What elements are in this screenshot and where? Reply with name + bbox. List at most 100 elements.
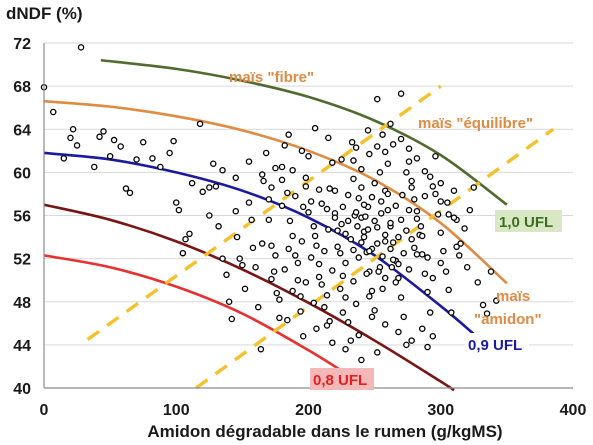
data-point [294, 276, 302, 284]
x-tick-400: 400 [560, 402, 587, 419]
data-point [450, 187, 458, 194]
data-point [336, 285, 344, 293]
data-point [272, 164, 279, 172]
data-point [421, 192, 429, 200]
data-point [254, 303, 262, 311]
x-tick-100: 100 [163, 402, 190, 419]
label-bg-0-9-ufl [465, 333, 529, 355]
data-point [444, 199, 451, 206]
y-tick-60: 60 [13, 165, 31, 182]
data-point [278, 176, 286, 184]
data-point [297, 308, 304, 315]
data-point [347, 337, 355, 344]
data-point [387, 120, 394, 128]
data-point [453, 243, 460, 251]
data-point [342, 259, 349, 267]
data-point [310, 223, 318, 230]
data-point [424, 254, 431, 261]
data-point [258, 171, 266, 178]
data-point [299, 332, 307, 340]
data-point [270, 268, 278, 275]
data-point [405, 266, 413, 273]
data-point [241, 285, 249, 293]
data-point [347, 235, 355, 243]
ufl-curves [43, 58, 508, 392]
data-point [315, 273, 323, 281]
data-point [388, 263, 396, 271]
data-point [474, 279, 482, 286]
data-point [315, 186, 323, 193]
data-point [350, 278, 357, 285]
data-point [344, 318, 352, 326]
data-point [245, 158, 253, 165]
data-point [381, 231, 389, 239]
data-point [106, 152, 114, 160]
data-point [260, 177, 267, 185]
data-point [166, 149, 173, 157]
data-point [366, 293, 373, 300]
data-point [331, 214, 339, 221]
data-point [434, 211, 442, 218]
label-mais-amidon-line2: "amidon" [474, 311, 542, 328]
data-point [60, 155, 68, 162]
data-point [313, 242, 320, 249]
data-point [397, 135, 405, 143]
data-point [413, 155, 421, 162]
data-point [381, 238, 389, 245]
data-point [342, 345, 349, 353]
data-point [302, 279, 310, 286]
data-point [374, 349, 381, 356]
data-point [96, 133, 103, 141]
data-point [437, 198, 444, 205]
data-point [399, 191, 406, 199]
data-point [299, 203, 307, 211]
data-point [73, 142, 81, 149]
data-point [344, 191, 352, 199]
data-point [364, 226, 372, 233]
data-point [374, 224, 381, 231]
data-point [437, 179, 444, 187]
data-point [379, 285, 386, 293]
data-point [413, 207, 421, 215]
label-0-8-ufl: 0,8 UFL [313, 372, 367, 389]
data-point [395, 260, 402, 268]
data-point [321, 303, 328, 311]
data-point [463, 263, 471, 271]
data-point [323, 205, 331, 213]
data-point [248, 216, 255, 224]
data-point [408, 177, 415, 185]
data-point [392, 279, 400, 286]
data-point [389, 239, 397, 246]
data-point [117, 143, 124, 150]
data-point [281, 266, 288, 273]
data-point [381, 148, 389, 156]
data-point [149, 155, 156, 162]
data-point [371, 307, 378, 314]
data-point [418, 325, 426, 332]
data-point [262, 149, 270, 157]
data-point [371, 217, 378, 225]
data-point [305, 152, 312, 160]
data-point [228, 315, 236, 323]
y-tick-48: 48 [13, 295, 31, 312]
type-line-1 [195, 127, 555, 390]
data-point [429, 183, 437, 190]
data-point [298, 238, 306, 245]
data-point [387, 219, 394, 227]
data-point [268, 242, 275, 249]
maize-type-lines [86, 84, 555, 390]
data-point [355, 254, 363, 261]
data-point [368, 287, 376, 295]
data-point [377, 198, 385, 205]
data-point [100, 128, 107, 135]
label-1-0-ufl: 1,0 UFL [499, 214, 553, 231]
data-point [368, 193, 376, 201]
data-point [334, 227, 341, 234]
data-point [442, 268, 450, 275]
data-point [348, 138, 356, 146]
data-point [206, 184, 213, 191]
data-point [397, 294, 405, 301]
data-point [366, 150, 373, 158]
data-point [395, 233, 402, 241]
data-point [400, 313, 407, 321]
